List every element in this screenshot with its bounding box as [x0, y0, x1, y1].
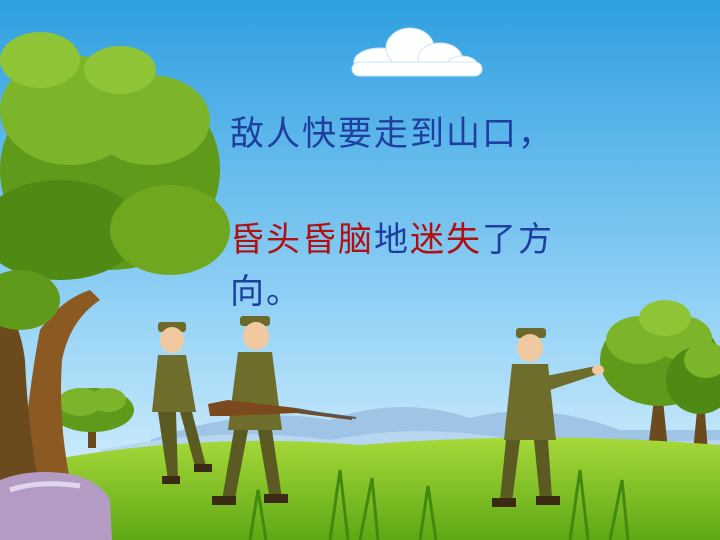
caption-line-3-text: 向。 — [230, 272, 302, 312]
soldier-icon — [152, 322, 212, 484]
tree-icon — [50, 388, 134, 448]
soldier-icon — [492, 328, 604, 507]
grass-blades — [248, 469, 630, 540]
rock-icon — [0, 472, 112, 540]
tree-icon — [600, 300, 720, 452]
caption-line-3: 向。 — [230, 264, 302, 313]
caption-phrase-direction: 了方 — [482, 220, 554, 260]
caption-line-1-text: 敌人快要走到山口， — [230, 114, 554, 154]
caption-phrase-dizzy: 昏头昏脑 — [230, 220, 374, 260]
caption-phrase-lost: 迷失 — [410, 220, 482, 260]
rifle-icon — [208, 400, 357, 420]
tree-icon — [0, 32, 230, 490]
caption-line-2: 昏头昏脑地迷失了方 — [230, 212, 554, 261]
cloud-icon — [351, 27, 483, 77]
caption-line-1: 敌人快要走到山口， — [230, 106, 554, 155]
caption-word-de: 地 — [374, 220, 410, 260]
